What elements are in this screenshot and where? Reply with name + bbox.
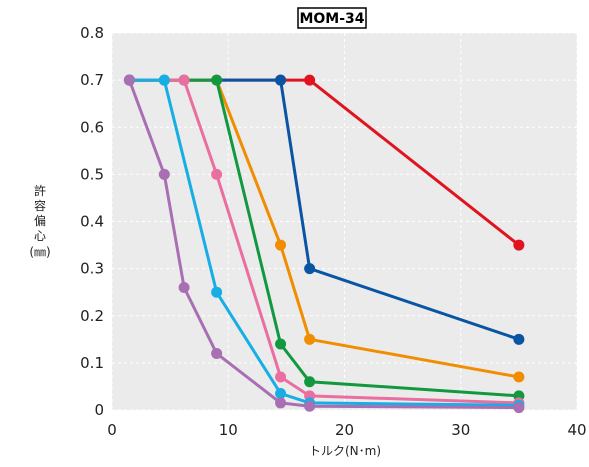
y-axis-title-line: 心 xyxy=(34,229,46,243)
data-point xyxy=(275,74,287,86)
y-tick-label: 0.6 xyxy=(80,118,104,136)
y-tick-label: 0.3 xyxy=(80,260,104,278)
data-point xyxy=(211,74,223,86)
data-point xyxy=(211,168,223,180)
data-point xyxy=(275,388,287,400)
data-point xyxy=(513,402,525,414)
y-tick-label: 0.1 xyxy=(80,354,104,372)
data-point xyxy=(211,286,223,298)
y-tick-label: 0.8 xyxy=(80,24,104,42)
x-tick-label: 40 xyxy=(567,421,586,439)
x-tick-label: 0 xyxy=(107,421,117,439)
y-axis-title-line: 許 xyxy=(34,184,46,198)
x-tick-label: 30 xyxy=(451,421,470,439)
y-axis-title-line: 容 xyxy=(34,198,46,213)
y-axis-title: 許 容 偏 心 (㎜) xyxy=(29,184,50,259)
data-point xyxy=(275,338,287,350)
y-tick-label: 0.4 xyxy=(80,213,104,231)
y-axis-title-line: 偏 xyxy=(34,213,46,228)
data-point xyxy=(304,400,316,412)
data-point xyxy=(158,168,170,180)
y-axis-title-line: (㎜) xyxy=(29,245,50,259)
data-point xyxy=(123,74,135,86)
x-axis-title: トルク(N･m) xyxy=(309,444,381,458)
chart-title-box xyxy=(297,7,367,29)
data-point xyxy=(304,333,316,345)
data-point xyxy=(304,74,316,86)
series-line xyxy=(127,78,521,407)
data-point xyxy=(513,239,525,251)
data-point xyxy=(275,371,287,383)
data-point xyxy=(513,333,525,345)
series-7 xyxy=(123,74,525,414)
data-point xyxy=(513,371,525,383)
x-tick-label: 20 xyxy=(335,421,354,439)
data-point xyxy=(304,376,316,388)
data-point xyxy=(158,74,170,86)
data-point xyxy=(178,74,190,86)
y-tick-label: 0.7 xyxy=(80,71,104,89)
y-tick-label: 0.5 xyxy=(80,165,104,183)
data-point xyxy=(275,239,287,251)
data-point xyxy=(275,397,287,409)
y-tick-label: 0.2 xyxy=(80,307,104,325)
x-tick-label: 10 xyxy=(219,421,238,439)
chart-title: MOM-34 xyxy=(299,11,364,27)
data-point xyxy=(178,281,190,293)
data-point xyxy=(304,263,316,275)
data-point xyxy=(211,347,223,359)
series-line xyxy=(127,78,521,405)
y-tick-label: 0 xyxy=(94,401,104,419)
